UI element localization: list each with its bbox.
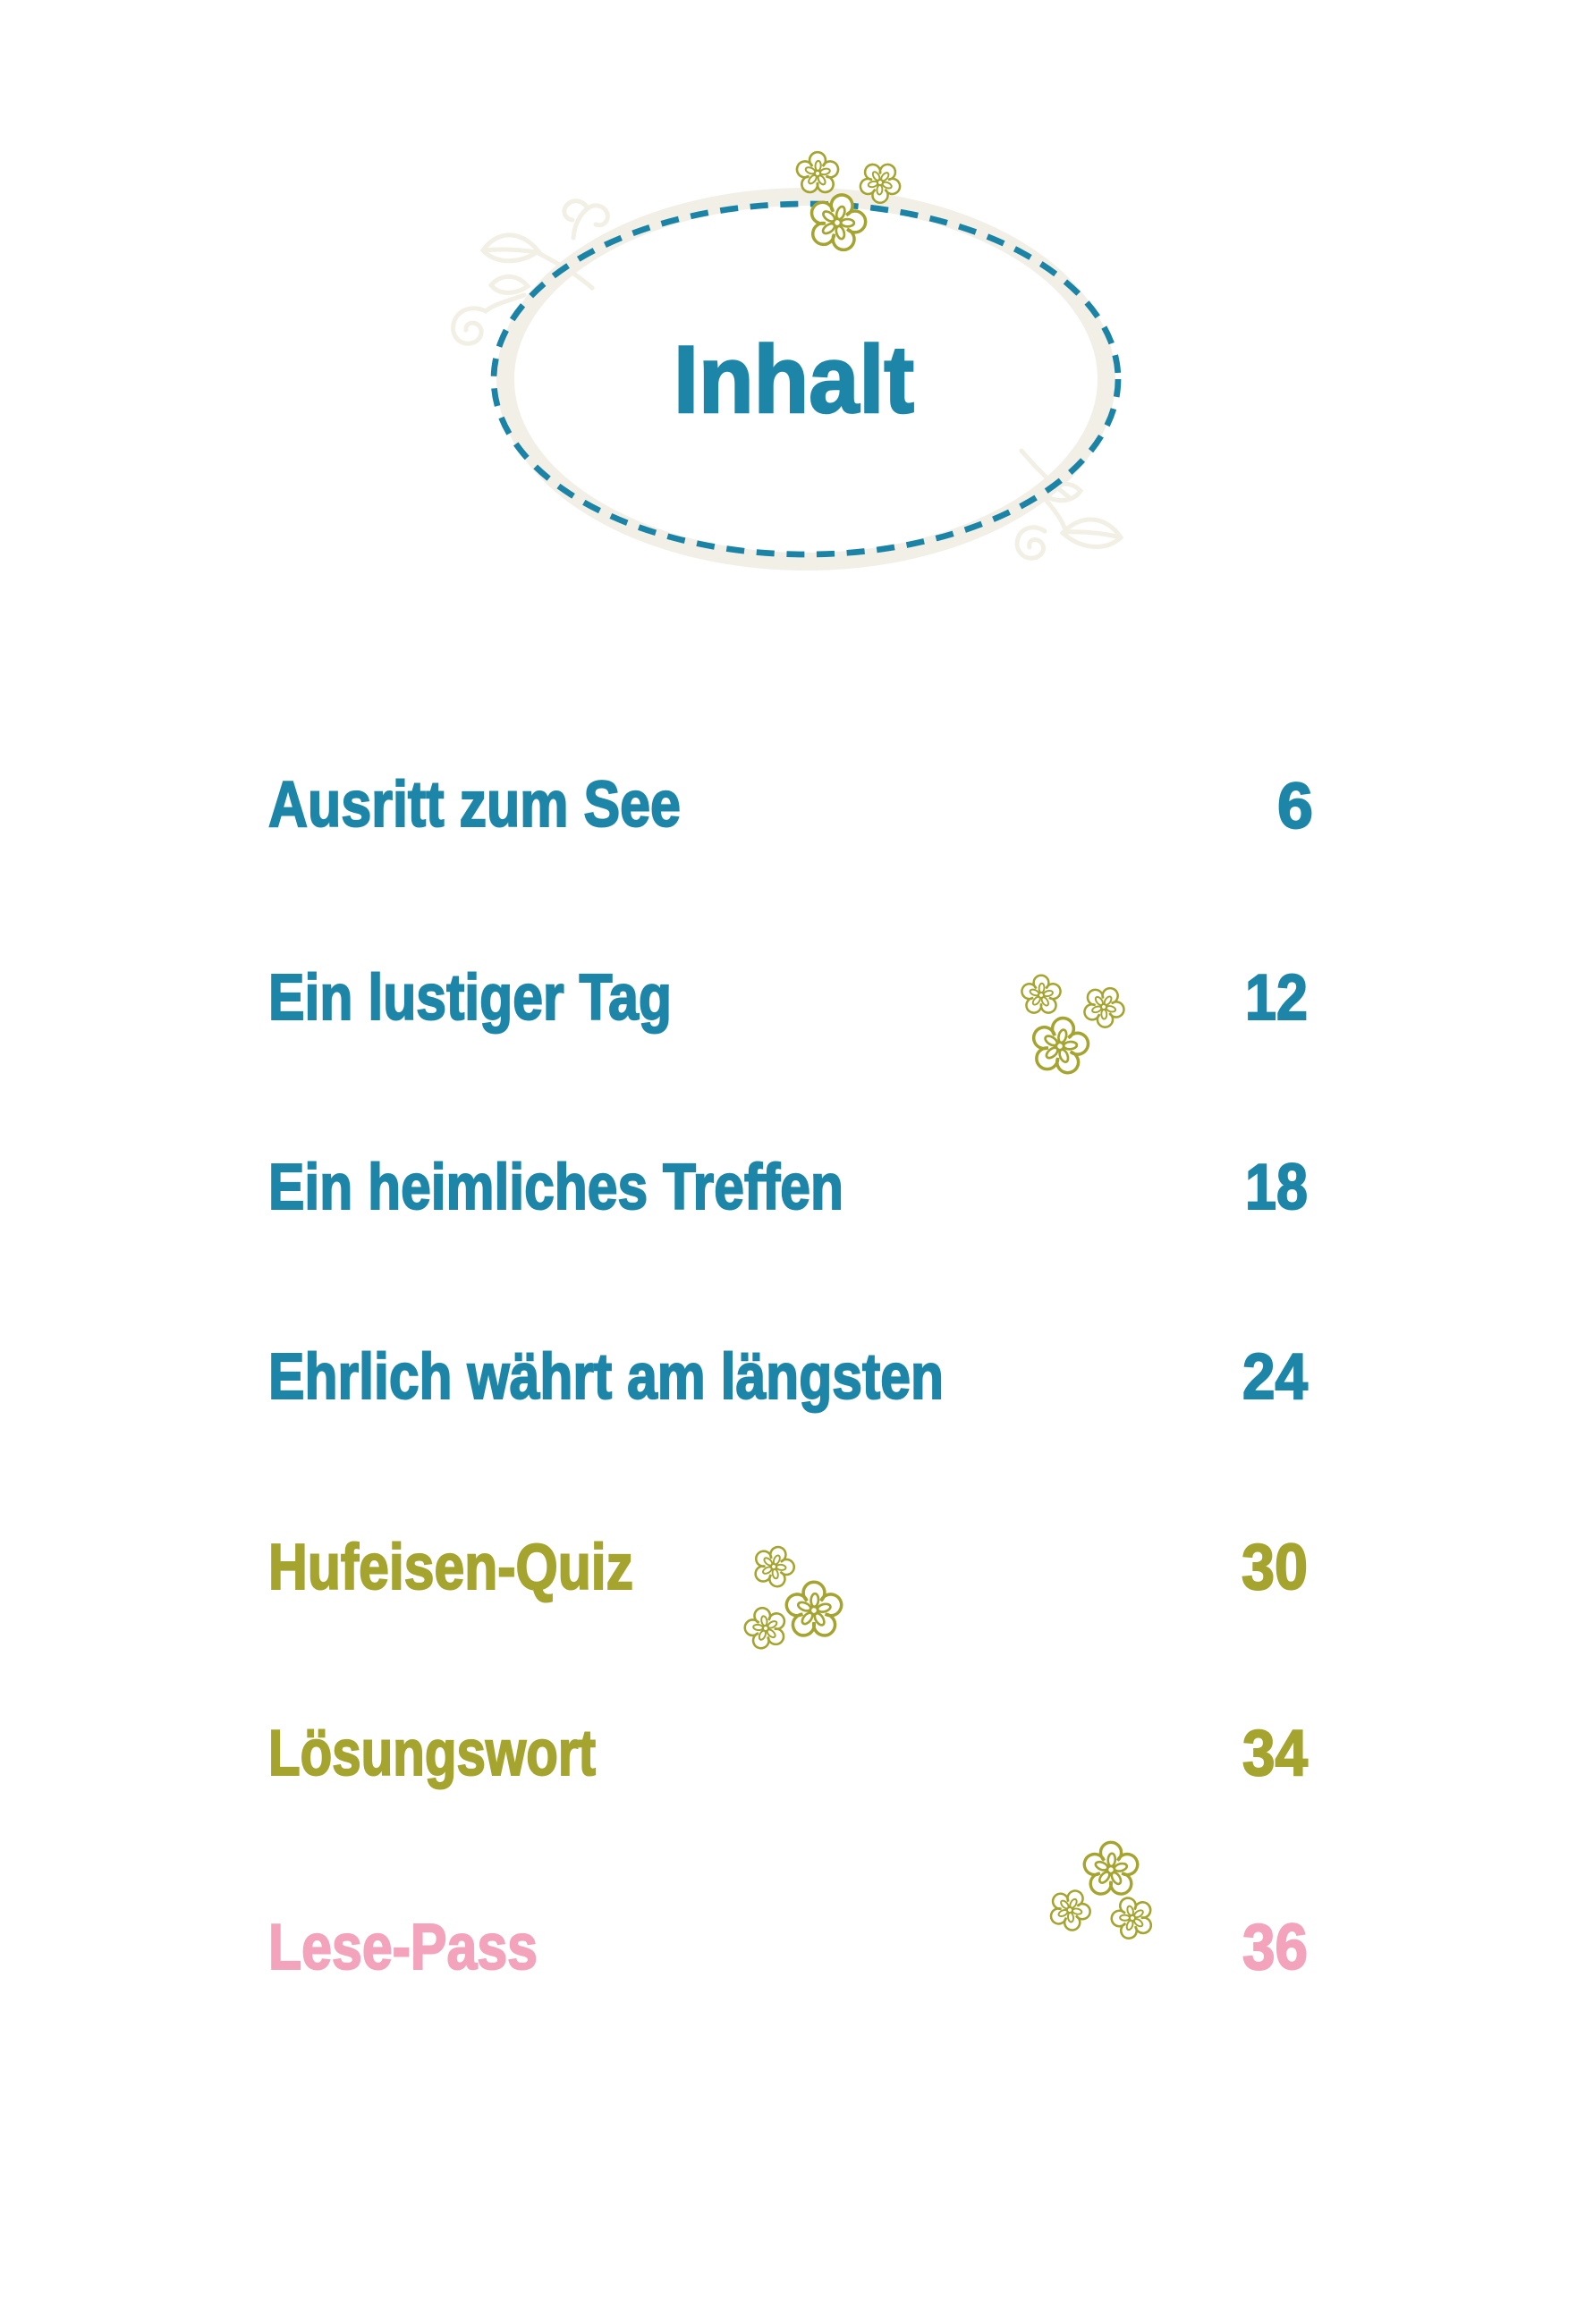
svg-text:6: 6 — [1277, 770, 1313, 842]
svg-text:12: 12 — [1245, 961, 1308, 1034]
svg-text:24: 24 — [1242, 1340, 1308, 1413]
svg-text:Lese-Pass: Lese-Pass — [268, 1911, 538, 1983]
svg-text:Hufeisen-Quiz: Hufeisen-Quiz — [268, 1531, 633, 1603]
svg-text:36: 36 — [1242, 1911, 1308, 1983]
svg-text:18: 18 — [1245, 1151, 1308, 1223]
svg-text:Ein lustiger Tag: Ein lustiger Tag — [268, 961, 672, 1034]
svg-text:Inhalt: Inhalt — [674, 326, 914, 433]
svg-text:Ehrlich währt am längsten: Ehrlich währt am längsten — [268, 1340, 944, 1413]
svg-text:Ausritt zum See: Ausritt zum See — [268, 768, 681, 841]
svg-text:30: 30 — [1242, 1531, 1308, 1603]
svg-text:Lösungswort: Lösungswort — [268, 1717, 596, 1789]
svg-text:Ein heimliches Treffen: Ein heimliches Treffen — [268, 1151, 843, 1223]
svg-text:34: 34 — [1242, 1717, 1308, 1789]
